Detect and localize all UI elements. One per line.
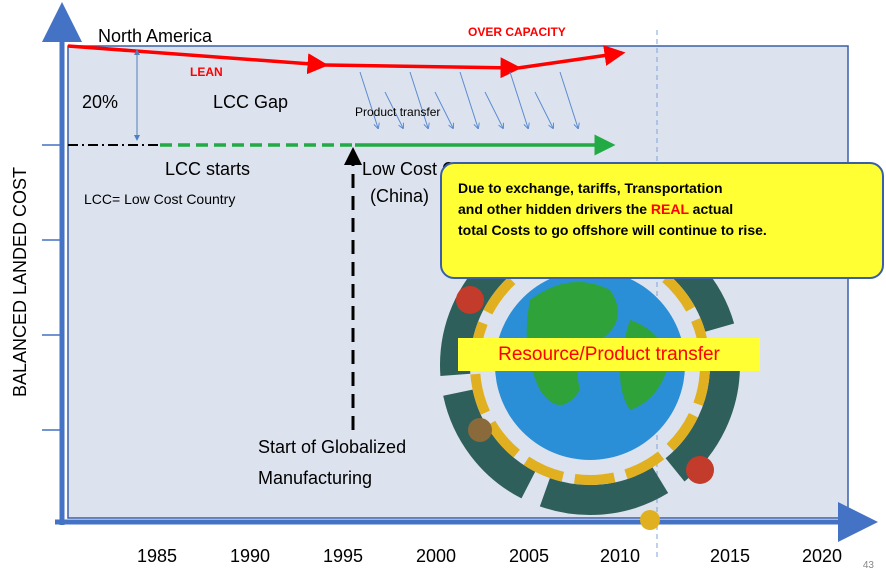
chart: BALANCED LANDED COST 1985 1990 1995 2000 200… — [0, 0, 886, 576]
y-ticks — [42, 145, 62, 430]
x-tick-label: 2005 — [509, 546, 549, 566]
callout-text: and other hidden drivers the — [458, 201, 647, 217]
callout-text: actual — [693, 201, 733, 217]
callout-line: total Costs to go offshore will continue… — [458, 220, 882, 241]
x-tick-label: 2010 — [600, 546, 640, 566]
label: LEAN — [190, 65, 223, 79]
label: OVER CAPACITY — [468, 25, 566, 39]
x-tick-label: 1985 — [137, 546, 177, 566]
plot-area — [68, 46, 848, 518]
x-tick-label: 2015 — [710, 546, 750, 566]
label: North America — [98, 26, 213, 46]
slide: BALANCED LANDED COST 1985 1990 1995 2000 200… — [0, 0, 886, 576]
label: LCC= Low Cost Country — [84, 191, 235, 207]
label: Product transfer — [355, 105, 440, 119]
label: LCC starts — [165, 159, 250, 179]
label: 20% — [82, 92, 118, 112]
callout-line: Due to exchange, tariffs, Transportation — [458, 178, 882, 199]
label: (China) — [370, 186, 429, 206]
x-tick-label: 2020 — [802, 546, 842, 566]
callout-highlight: REAL — [651, 201, 689, 217]
x-tick-label: 1995 — [323, 546, 363, 566]
label: LCC Gap — [213, 92, 288, 112]
x-tick-label: 1990 — [230, 546, 270, 566]
label: Manufacturing — [258, 468, 372, 488]
x-tick-label: 2000 — [416, 546, 456, 566]
callout-line: and other hidden drivers the REAL actual — [458, 199, 882, 220]
callout: Due to exchange, tariffs, Transportation… — [440, 162, 884, 279]
resource-label: Resource/Product transfer — [458, 338, 760, 371]
page-number: 43 — [863, 560, 875, 571]
label: Start of Globalized — [258, 437, 406, 457]
y-axis-label: BALANCED LANDED COST — [10, 167, 30, 397]
